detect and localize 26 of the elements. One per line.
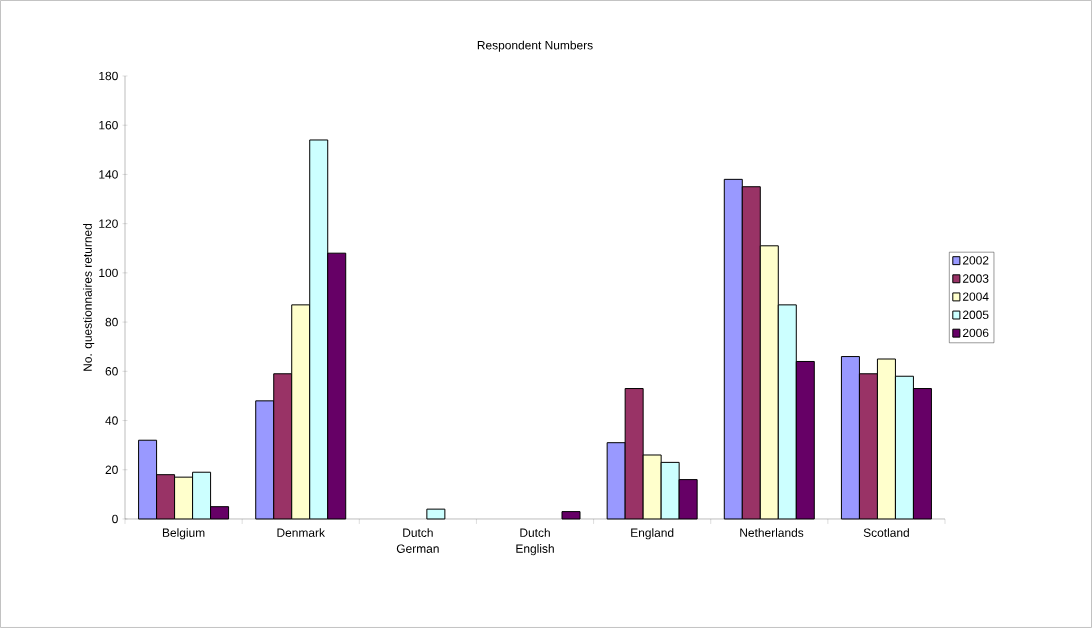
- x-tick-label: Dutch English: [516, 528, 554, 556]
- x-tick-label: Dutch German: [396, 528, 439, 553]
- y-tick-label: 160: [99, 120, 118, 130]
- y-axis-title: No. questionnaires returned: [83, 223, 95, 371]
- x-tick-label: Netherlands: [740, 528, 804, 537]
- y-tick-label: 100: [99, 268, 118, 278]
- chart-title: Respondent Numbers: [477, 40, 593, 52]
- bar: [426, 508, 446, 520]
- legend-label: 2006: [962, 328, 989, 338]
- bar: [561, 511, 581, 520]
- legend-label: 2003: [962, 274, 989, 283]
- y-tick-label: 40: [105, 416, 118, 425]
- x-tick-label: Belgium: [162, 528, 205, 540]
- y-tick-label: 0: [112, 514, 118, 524]
- y-tick-label: 80: [105, 317, 118, 327]
- legend-label: 2002: [962, 256, 989, 265]
- x-tick-label: England: [631, 528, 674, 540]
- x-tick-label: Denmark: [277, 528, 325, 537]
- y-tick-label: 60: [105, 367, 118, 376]
- y-tick-label: 180: [99, 71, 118, 81]
- x-tick-label: Scotland: [863, 528, 909, 537]
- legend-label: 2005: [962, 310, 989, 319]
- y-tick-label: 120: [99, 219, 118, 228]
- legend-label: 2004: [962, 292, 989, 301]
- y-tick-label: 140: [99, 170, 118, 179]
- y-tick-label: 20: [105, 465, 118, 474]
